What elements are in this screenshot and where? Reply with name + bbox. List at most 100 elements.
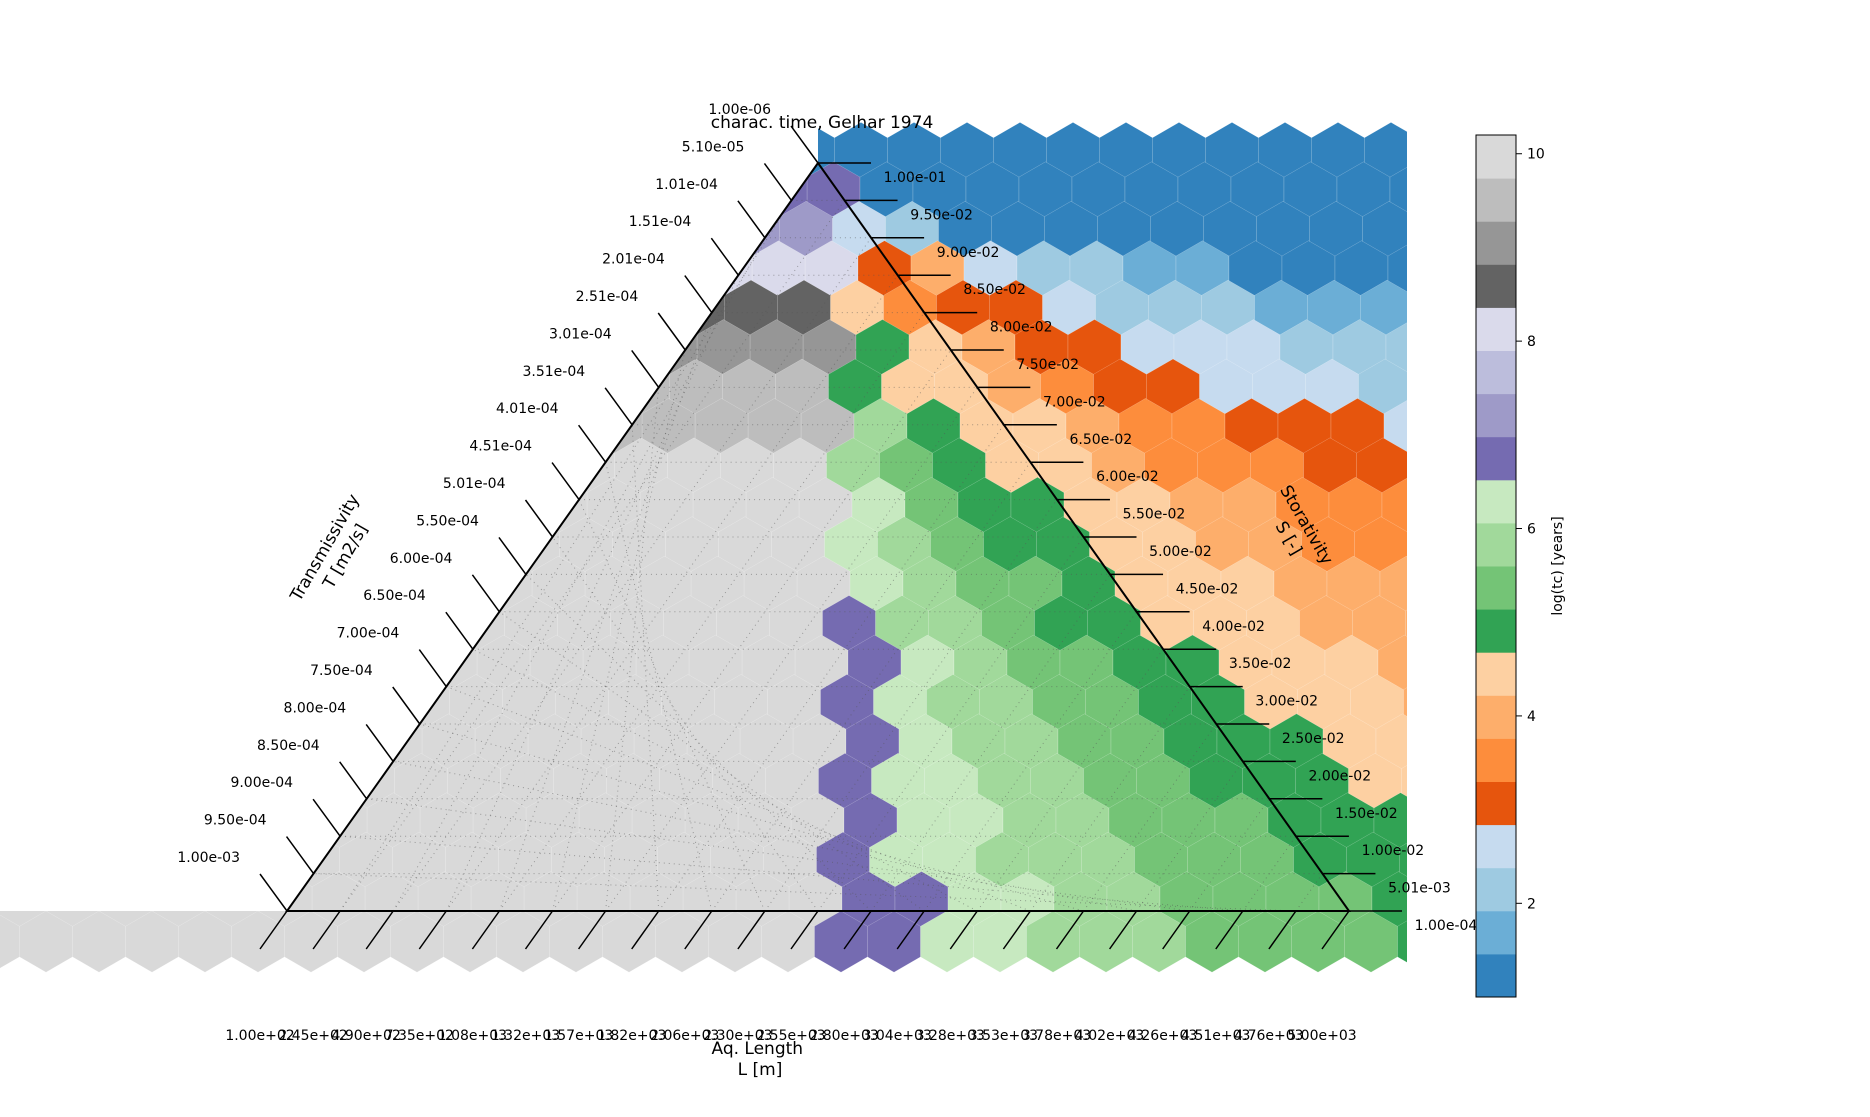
right-tick-label: 8.50e-02 xyxy=(963,282,1026,298)
hex-cell xyxy=(1851,793,1870,854)
colorbar-label: log(tc) [years] xyxy=(1550,516,1566,615)
hex-cell xyxy=(1861,398,1870,459)
right-tick-label: 1.00e-02 xyxy=(1362,843,1425,859)
hex-cell xyxy=(1516,438,1569,499)
hex-cell xyxy=(1651,320,1704,381)
hex-cell xyxy=(1622,438,1675,499)
left-tick-label: 1.00e-03 xyxy=(177,850,240,866)
hex-cell xyxy=(1592,556,1645,617)
left-tick-label: 6.50e-04 xyxy=(363,588,426,604)
bottom-axis-title: Aq. Length L [m] xyxy=(712,1039,809,1080)
hex-cell xyxy=(1653,241,1706,302)
hex-cell xyxy=(1732,280,1785,341)
hex-cell xyxy=(1804,556,1857,617)
hex-cell xyxy=(1840,201,1870,262)
hex-cell xyxy=(1647,477,1700,538)
hex-cell xyxy=(1718,832,1771,893)
colorbar-swatch xyxy=(1476,566,1516,610)
hex-cell xyxy=(1520,280,1573,341)
hex-cell xyxy=(1643,635,1696,696)
hex-cell xyxy=(1645,556,1698,617)
hex-cell xyxy=(1857,556,1870,617)
hex-cell xyxy=(1669,674,1722,735)
hex-cell xyxy=(1600,241,1653,302)
hex-cell xyxy=(1828,674,1870,735)
right-tick-label: 7.50e-02 xyxy=(1016,357,1079,373)
left-tick-label: 5.01e-04 xyxy=(443,476,506,492)
right-tick-label: 1.00e-04 xyxy=(1415,918,1478,934)
hex-cell xyxy=(1602,162,1655,223)
hex-cell xyxy=(1429,714,1482,775)
right-tick-label: 5.50e-02 xyxy=(1123,507,1186,523)
hex-cell xyxy=(1416,201,1469,262)
colorbar-swatch xyxy=(1476,437,1516,481)
hex-cell xyxy=(1559,832,1612,893)
colorbar-swatch xyxy=(1476,178,1516,222)
hex-cell xyxy=(1412,359,1465,420)
hex-cell xyxy=(1408,517,1461,578)
hex-cell xyxy=(1736,122,1789,183)
hex-cell xyxy=(1573,280,1626,341)
hex-cell xyxy=(1779,517,1832,578)
hex-cell xyxy=(1722,674,1775,735)
hex-cell xyxy=(1849,872,1870,933)
colorbar-swatch xyxy=(1476,738,1516,782)
right-tick-label: 3.00e-02 xyxy=(1255,694,1318,710)
hex-cell xyxy=(1610,911,1663,972)
hex-cell xyxy=(1769,911,1822,972)
left-tick-label: 9.00e-04 xyxy=(230,775,293,791)
colorbar-tick-label: 6 xyxy=(1527,522,1536,538)
hex-cell xyxy=(1702,398,1755,459)
hex-cell xyxy=(1806,477,1859,538)
hex-cell xyxy=(1641,714,1694,775)
hex-cell xyxy=(1663,911,1716,972)
colorbar-tick-label: 4 xyxy=(1527,709,1536,725)
hex-cell xyxy=(1775,674,1828,735)
right-tick-label: 9.00e-02 xyxy=(937,245,1000,261)
hex-cell xyxy=(1836,359,1870,420)
right-tick-label: 7.00e-02 xyxy=(1043,394,1106,410)
hex-cell xyxy=(1531,872,1584,933)
hex-cell xyxy=(1698,556,1751,617)
right-tick-label: 6.50e-02 xyxy=(1070,432,1133,448)
hex-cell xyxy=(1796,872,1849,933)
left-tick-label: 8.00e-04 xyxy=(284,700,347,716)
hex-cell xyxy=(1696,635,1749,696)
colorbar-swatch xyxy=(1476,264,1516,308)
hex-cell xyxy=(1798,793,1851,854)
hex-cell xyxy=(1533,793,1586,854)
bottom-axis-title-line1: Aq. Length xyxy=(712,1039,804,1059)
hex-cell xyxy=(1535,714,1588,775)
left-tick-label: 3.01e-04 xyxy=(549,326,612,342)
hex-cell xyxy=(1704,320,1757,381)
hex-cell xyxy=(1575,201,1628,262)
hex-cell xyxy=(1639,793,1692,854)
colorbar-swatch xyxy=(1476,351,1516,395)
colorbar-swatch xyxy=(1476,609,1516,653)
hex-cell xyxy=(1586,793,1639,854)
hex-cell xyxy=(1402,753,1455,814)
hex-cell xyxy=(1549,162,1602,223)
colorbar-swatch xyxy=(1476,825,1516,869)
hex-cell xyxy=(1596,398,1649,459)
colorbar-swatch xyxy=(1476,652,1516,696)
hex-cell xyxy=(1628,201,1681,262)
hex-cell xyxy=(1802,635,1855,696)
hex-cell xyxy=(1800,714,1853,775)
hex-cell xyxy=(1694,714,1747,775)
left-tick-label: 8.50e-04 xyxy=(257,738,320,754)
hex-cell xyxy=(1655,162,1708,223)
hex-cell xyxy=(1624,359,1677,420)
hex-cell xyxy=(1781,438,1834,499)
colorbar-swatch xyxy=(1476,911,1516,955)
hex-cell xyxy=(1757,320,1810,381)
hex-cell xyxy=(1427,793,1480,854)
colorbar-tick-label: 10 xyxy=(1527,147,1545,163)
hex-cell xyxy=(1679,280,1732,341)
left-tick-label: 5.50e-04 xyxy=(416,513,479,529)
hex-cell xyxy=(1683,122,1736,183)
hex-cell xyxy=(1567,517,1620,578)
right-tick-label: 9.50e-02 xyxy=(910,207,973,223)
colorbar-swatch xyxy=(1476,695,1516,739)
